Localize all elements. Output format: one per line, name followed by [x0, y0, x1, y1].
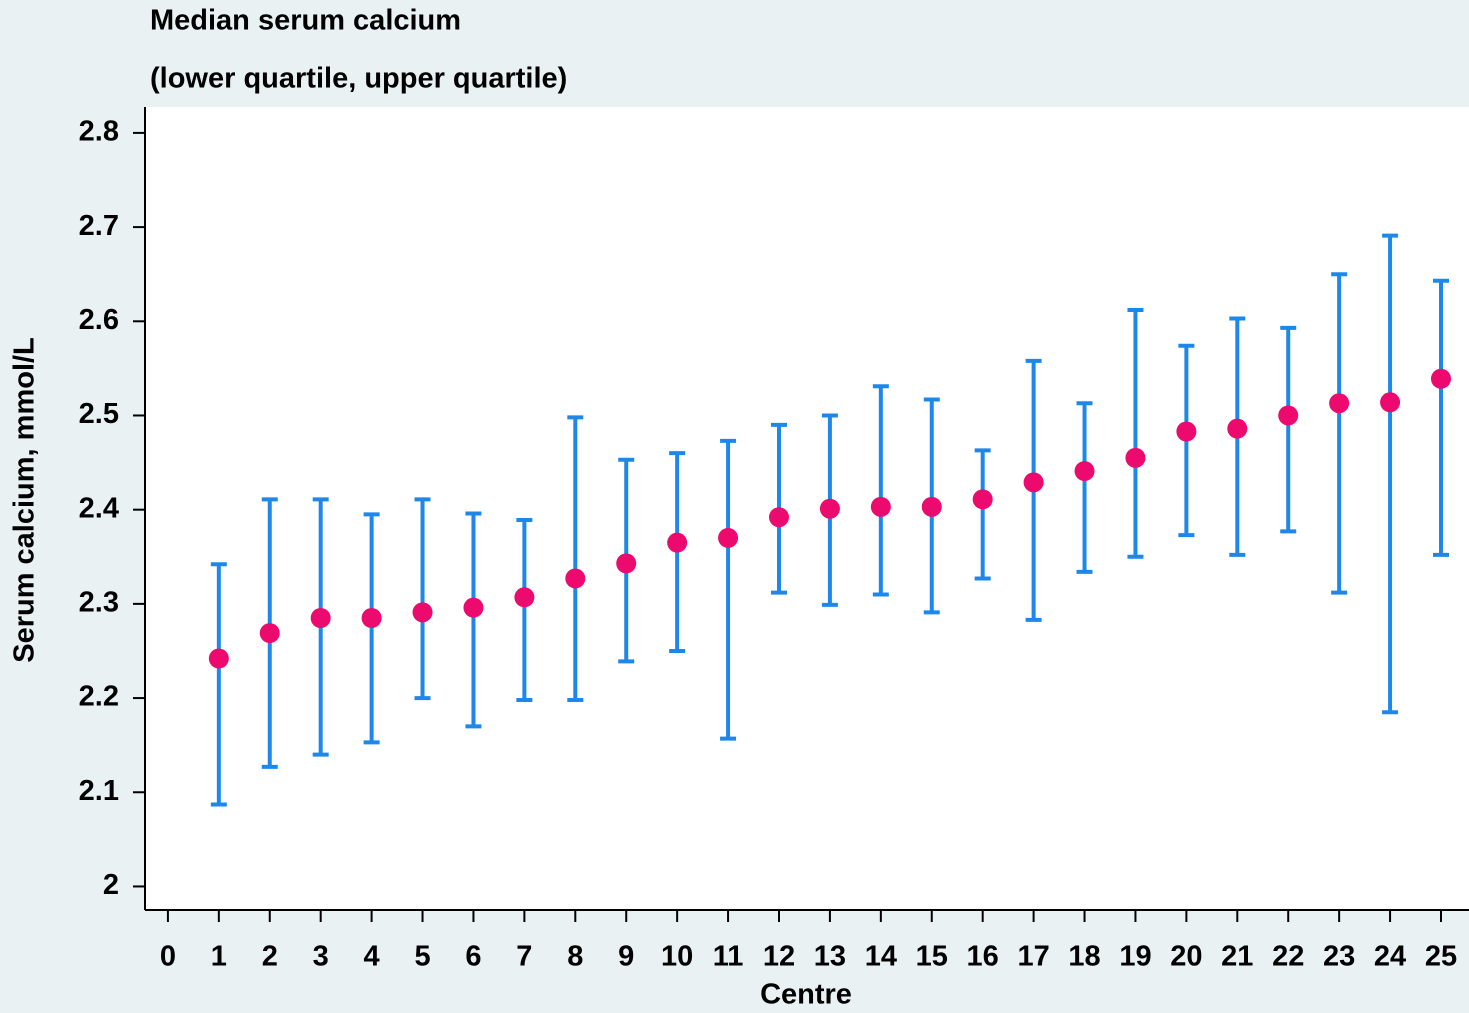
x-tick-label: 4 — [364, 941, 380, 973]
x-tick-label: 12 — [763, 941, 795, 973]
plot-area — [145, 107, 1469, 910]
median-marker — [718, 527, 739, 548]
error-bar — [720, 438, 737, 741]
median-marker — [1380, 392, 1401, 413]
median-marker — [1023, 472, 1044, 493]
y-tick-label: 2.4 — [79, 492, 119, 524]
y-tick-label: 2.3 — [79, 587, 119, 619]
median-marker — [1227, 418, 1248, 439]
median-marker — [1074, 461, 1095, 482]
x-tick-label: 2 — [262, 941, 278, 973]
x-tick-label: 16 — [967, 941, 999, 973]
y-tick-label: 2.7 — [79, 210, 119, 242]
median-marker — [310, 608, 331, 628]
y-axis-label: Serum calcium, mmol/L — [9, 337, 41, 663]
x-tick-label: 15 — [916, 941, 948, 973]
x-tick-label: 18 — [1068, 941, 1100, 973]
y-tick-label: 2.1 — [79, 775, 119, 807]
median-marker — [1329, 393, 1350, 414]
median-marker — [361, 608, 382, 628]
error-bar — [872, 384, 889, 597]
x-tick-label: 17 — [1017, 941, 1049, 973]
x-tick-label: 14 — [865, 941, 897, 973]
x-tick-label: 10 — [661, 941, 693, 973]
x-tick-label: 20 — [1170, 941, 1202, 973]
median-marker — [972, 489, 993, 510]
error-bar — [974, 448, 991, 581]
median-marker — [819, 498, 840, 519]
error-bar — [1331, 272, 1348, 595]
x-tick-label: 22 — [1272, 941, 1304, 973]
x-tick-label: 9 — [618, 941, 634, 973]
x-tick-label: 24 — [1374, 941, 1406, 973]
median-marker — [616, 553, 637, 574]
x-tick-label: 11 — [713, 941, 744, 973]
chart-title: Median serum calcium — [150, 5, 461, 37]
error-bar — [1076, 401, 1093, 574]
median-marker — [208, 648, 229, 669]
x-tick-label: 0 — [160, 941, 176, 973]
x-tick-label: 25 — [1425, 941, 1457, 973]
x-tick-label: 5 — [414, 941, 430, 973]
error-bar — [1432, 278, 1449, 557]
x-tick-label: 23 — [1323, 941, 1355, 973]
x-tick-label: 6 — [465, 941, 481, 973]
error-bar — [363, 512, 380, 745]
median-marker — [667, 532, 688, 553]
x-tick-label: 7 — [516, 941, 532, 973]
error-bar — [465, 511, 482, 729]
x-tick-label: 3 — [313, 941, 329, 973]
error-bar — [1280, 325, 1297, 534]
x-tick-label: 8 — [567, 941, 583, 973]
y-tick-label: 2.5 — [79, 398, 119, 430]
error-bar — [414, 497, 431, 701]
x-tick-label: 19 — [1119, 941, 1151, 973]
chart-subtitle: (lower quartile, upper quartile) — [150, 63, 567, 95]
error-bar — [1127, 307, 1144, 559]
error-bar — [516, 518, 533, 702]
median-marker — [1278, 405, 1299, 426]
error-bar — [1382, 233, 1399, 715]
median-marker — [768, 507, 789, 528]
y-tick-label: 2 — [103, 869, 119, 901]
median-marker — [1125, 447, 1146, 468]
median-marker — [514, 587, 535, 608]
error-bar — [210, 562, 227, 807]
median-marker — [870, 496, 891, 517]
median-marker — [1430, 368, 1451, 389]
x-tick-label: 1 — [211, 941, 227, 973]
y-tick-label: 2.6 — [79, 304, 119, 336]
x-axis-label: Centre — [760, 979, 852, 1011]
median-marker — [259, 623, 280, 644]
x-tick-label: 13 — [814, 941, 846, 973]
x-tick-label: 21 — [1221, 941, 1253, 973]
y-tick-label: 2.2 — [79, 681, 119, 713]
y-tick-label: 2.8 — [79, 116, 119, 148]
median-marker — [565, 568, 586, 589]
median-marker — [412, 602, 433, 623]
median-marker — [463, 597, 484, 618]
median-marker — [1176, 421, 1197, 442]
error-bar — [567, 415, 584, 702]
median-marker — [921, 496, 942, 517]
